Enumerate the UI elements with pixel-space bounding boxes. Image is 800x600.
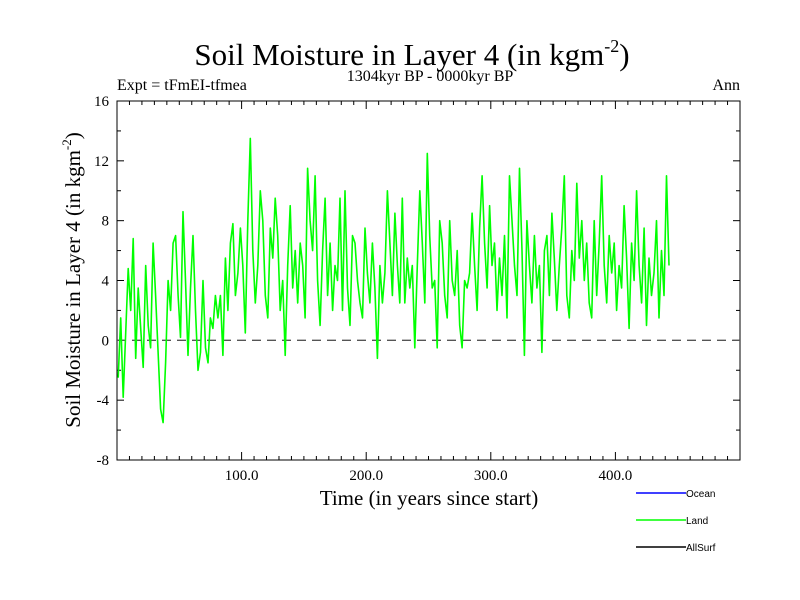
y-tick-label: 8 (102, 214, 110, 230)
legend: Ocean Land AllSurf (636, 489, 716, 554)
chart-title-superscript: -2 (604, 36, 619, 56)
y-tick-label: 4 (102, 274, 110, 290)
x-tick-label: 300.0 (474, 468, 508, 484)
y-axis-label-superscript: -2 (59, 139, 74, 150)
x-tick-label: 400.0 (599, 468, 633, 484)
y-tick-label: -4 (97, 393, 110, 409)
y-tick-label: 12 (94, 154, 109, 170)
y-tick-label: 16 (94, 94, 110, 110)
x-tick-label: 200.0 (349, 468, 383, 484)
y-axis-label: Soil Moisture in Layer 4 (in kgm-2) (59, 132, 85, 427)
x-tick-label: 100.0 (225, 468, 259, 484)
y-tick-label: -8 (97, 453, 110, 469)
chart-title: Soil Moisture in Layer 4 (in kgm-2) (194, 36, 629, 72)
x-axis-label: Time (in years since start) (320, 486, 539, 510)
x-axis: 100.0 200.0 300.0 400.0 (128, 101, 729, 484)
legend-label-allsurf: AllSurf (686, 543, 716, 554)
legend-label-land: Land (686, 516, 708, 527)
y-tick-label: 0 (102, 333, 110, 349)
experiment-label: Expt = tFmEI-tfmea (117, 77, 247, 94)
period-label: Ann (712, 77, 740, 94)
chart-subtitle: 1304kyr BP - 0000kyr BP (347, 68, 514, 85)
legend-label-ocean: Ocean (686, 489, 715, 500)
series-group (117, 137, 670, 424)
y-axis: -8 -4 0 4 8 12 16 (94, 94, 740, 469)
series-line-land (117, 137, 670, 424)
